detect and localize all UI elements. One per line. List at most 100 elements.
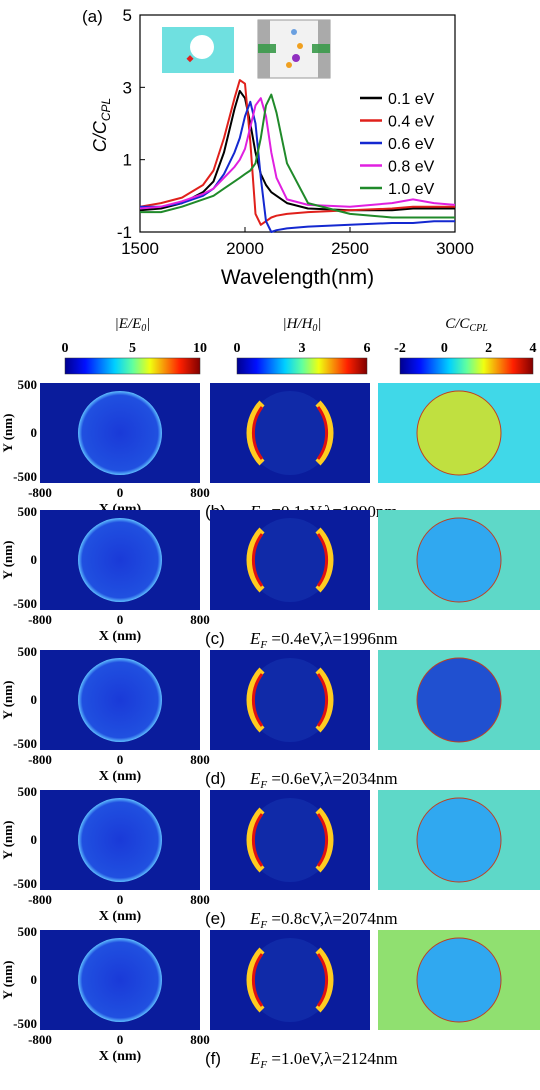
field-disk [416, 517, 502, 603]
map-x-label: X (nm) [99, 769, 142, 784]
map-y-tick-label: -500 [13, 1016, 37, 1031]
map-y-tick-label: -500 [13, 596, 37, 611]
inset-molecule [286, 62, 292, 68]
y-axis-label: C/CCPL [90, 98, 113, 152]
map-y-label: Y (nm) [0, 821, 15, 860]
field-hotspot [251, 533, 264, 587]
y-tick-label: 3 [123, 78, 132, 97]
map-x-label: X (nm) [99, 909, 142, 924]
legend-label: 0.1 eV [388, 91, 435, 108]
colorbar-title-sub: 0 [141, 323, 146, 334]
caption-sub: F [259, 779, 267, 791]
field-disk [416, 657, 502, 743]
field-hotspot [315, 667, 334, 733]
caption-symbol: E [249, 629, 261, 648]
map-y-label: Y (nm) [0, 961, 15, 1000]
colorbar-title: C/CCPL [445, 316, 488, 334]
field-hotspot [246, 527, 265, 593]
field-hotspot [316, 673, 329, 727]
colorbar-title: |E/E0| [115, 316, 151, 334]
map-x-tick-label: 800 [190, 612, 210, 627]
field-disk [416, 390, 502, 476]
panel-caption: EF =0.4eV,λ=1996nm [249, 629, 398, 651]
x-axis-label: Wavelength(nm) [221, 266, 374, 289]
field-hotspot [316, 953, 329, 1007]
map-x-tick-label: 0 [117, 1032, 124, 1047]
colorbar-title-sub: CPL [469, 323, 488, 334]
inset-molecule [292, 54, 300, 62]
panel-label: (e) [205, 909, 226, 928]
caption-symbol: E [249, 909, 261, 928]
panel-label: (f) [205, 1049, 221, 1068]
series-line [139, 79, 455, 226]
colorbar [236, 357, 368, 375]
field-hotspot [315, 400, 334, 466]
field-hotspot [316, 533, 329, 587]
series-line [140, 93, 455, 219]
field-disk [416, 937, 502, 1023]
y-tick-label: 1 [123, 151, 132, 170]
map-y-tick-label: 500 [18, 377, 38, 392]
legend-label: 0.6 eV [388, 136, 435, 153]
map-y-tick-label: 500 [18, 504, 38, 519]
map-y-label: Y (nm) [0, 541, 15, 580]
map-y-tick-label: -500 [13, 469, 37, 484]
field-disk [78, 658, 162, 742]
colorbar-title-main: |H/H [282, 316, 313, 332]
colorbar-tick-label: 3 [299, 341, 306, 356]
field-hotspot [246, 807, 265, 873]
inset-gap [276, 44, 312, 53]
map-x-tick-label: -800 [28, 1032, 52, 1047]
map-x-tick-label: -800 [28, 892, 52, 907]
inset-hole [190, 35, 214, 59]
map-y-tick-label: 0 [31, 692, 38, 707]
field-hotspot [246, 947, 265, 1013]
field-hotspot [316, 406, 329, 460]
colorbar-title: |H/H0| [282, 316, 321, 334]
field-hotspot [316, 813, 329, 867]
colorbar-tick-label: 0 [441, 341, 448, 356]
panel-label: (c) [205, 629, 225, 648]
field-hotspot [251, 953, 264, 1007]
map-x-tick-label: -800 [28, 612, 52, 627]
caption-symbol: E [249, 1049, 261, 1068]
panel-label: (a) [82, 7, 103, 26]
x-tick-label: 1500 [121, 239, 159, 258]
caption-sub: F [259, 1059, 267, 1071]
inset-dipole [186, 55, 194, 63]
legend-label: 0.8 eV [388, 159, 435, 176]
field-disk [248, 938, 332, 1022]
map-y-tick-label: 0 [31, 425, 38, 440]
map-x-tick-label: -800 [28, 752, 52, 767]
field-hotspot [315, 807, 334, 873]
map-x-label: X (nm) [99, 629, 142, 644]
field-disk [78, 938, 162, 1022]
x-tick-label: 2500 [331, 239, 369, 258]
map-x-tick-label: 0 [117, 892, 124, 907]
series-line [139, 97, 456, 210]
y-tick-label: -1 [117, 223, 132, 242]
colorbar-title-main: |E/E [115, 316, 142, 332]
inset-molecule [291, 29, 297, 35]
colorbar-tick-label: 0 [234, 341, 241, 356]
map-x-tick-label: 0 [117, 485, 124, 500]
caption-sub: F [259, 919, 267, 931]
field-disk [78, 518, 162, 602]
field-disk [416, 797, 502, 883]
field-hotspot [251, 673, 264, 727]
field-hotspot [315, 947, 334, 1013]
field-hotspot [246, 667, 265, 733]
map-y-label: Y (nm) [0, 414, 15, 453]
x-tick-label: 3000 [436, 239, 474, 258]
map-y-tick-label: -500 [13, 876, 37, 891]
colorbar-title-end: | [146, 316, 150, 332]
map-x-tick-label: 800 [190, 485, 210, 500]
map-x-tick-label: -800 [28, 485, 52, 500]
field-hotspot [315, 527, 334, 593]
y-axis-label-sub: CPL [99, 98, 113, 121]
map-y-tick-label: 0 [31, 972, 38, 987]
map-y-label: Y (nm) [0, 681, 15, 720]
panel-caption: EF =1.0eV,λ=2124nm [249, 1049, 398, 1071]
map-x-tick-label: 0 [117, 752, 124, 767]
